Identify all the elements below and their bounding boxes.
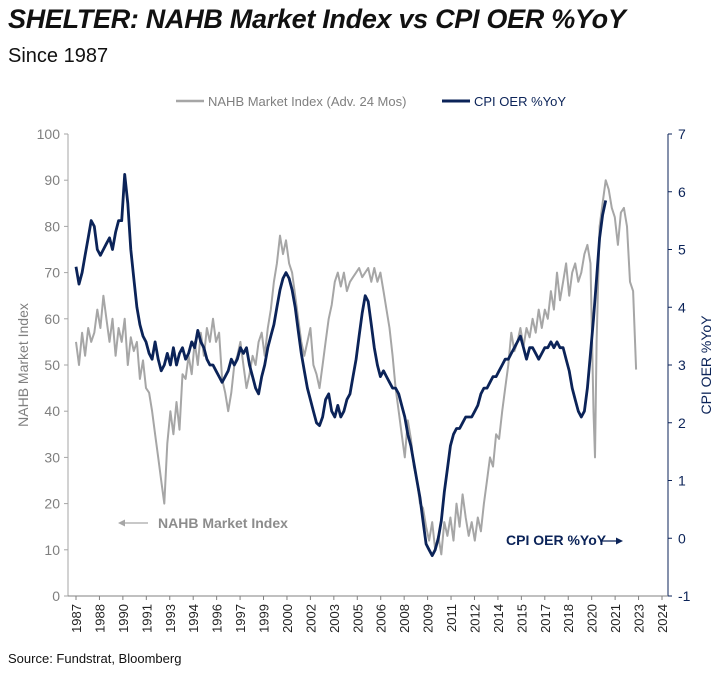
legend: NAHB Market Index (Adv. 24 Mos) CPI OER … [176, 94, 566, 109]
left-tick-label: 40 [44, 403, 60, 419]
y-left-axis-label: NAHB Market Index [15, 303, 31, 427]
x-tick-label: 1996 [210, 604, 225, 633]
right-tick-label: 2 [678, 415, 686, 431]
right-tick-label: 4 [678, 299, 686, 315]
left-tick-label: 90 [44, 172, 60, 188]
x-tick-label: 2018 [561, 604, 576, 633]
x-tick-label: 1987 [69, 604, 84, 633]
cpi-series-line [74, 173, 608, 557]
x-tick-label: 2002 [303, 604, 318, 633]
annotation-cpi: CPI OER %YoY [506, 532, 623, 548]
page-title: SHELTER: NAHB Market Index vs CPI OER %Y… [8, 4, 626, 34]
right-tick-label: 5 [678, 242, 686, 258]
x-tick-label: 2020 [585, 604, 600, 633]
right-tick-label: 1 [678, 473, 686, 489]
x-tick-label: 1990 [116, 604, 131, 633]
x-tick-label: 1997 [233, 604, 248, 633]
left-tick-label: 10 [44, 542, 60, 558]
x-tick-label: 2015 [514, 604, 529, 633]
x-tick-label: 2005 [350, 604, 365, 633]
x-tick-label: 2006 [374, 604, 389, 633]
left-tick-label: 70 [44, 265, 60, 281]
left-tick-label: 60 [44, 311, 60, 327]
left-tick-label: 50 [44, 357, 60, 373]
legend-label-nahb: NAHB Market Index (Adv. 24 Mos) [208, 94, 406, 109]
x-tick-label: 1988 [92, 604, 107, 633]
x-tick-label: 2017 [538, 604, 553, 633]
right-tick-label: 7 [678, 126, 686, 142]
left-tick-label: 0 [52, 588, 60, 604]
source-note: Source: Fundstrat, Bloomberg [8, 651, 182, 666]
left-tick-labels: 0 10 20 30 40 50 60 70 80 90 100 [37, 126, 68, 604]
x-tick-label: 2008 [397, 604, 412, 633]
right-tick-label: -1 [678, 588, 691, 604]
x-tick-label: 1999 [257, 604, 272, 633]
nahb-series-line [75, 179, 638, 556]
x-tick-label: 2009 [421, 604, 436, 633]
x-tick-label: 1994 [186, 604, 201, 633]
x-tick-label: 2012 [467, 604, 482, 633]
left-tick-label: 80 [44, 218, 60, 234]
x-tick-label: 1993 [163, 604, 178, 633]
x-tick-label: 2021 [608, 604, 623, 633]
x-tick-label: 2023 [632, 604, 647, 633]
x-tick-labels: 1987 1988 1990 1991 1993 1994 1996 1997 1999 2000… [69, 596, 670, 633]
x-tick-label: 2024 [655, 604, 670, 633]
right-tick-labels: -1 0 1 2 3 4 5 6 7 [668, 126, 691, 604]
page-subtitle: Since 1987 [8, 45, 109, 67]
annotation-nahb-arrowhead [118, 519, 125, 527]
y-right-axis-label: CPI OER %YoY [698, 315, 714, 415]
right-tick-label: 3 [678, 357, 686, 373]
right-tick-label: 6 [678, 184, 686, 200]
left-tick-label: 100 [37, 126, 61, 142]
annotation-cpi-text: CPI OER %YoY [506, 532, 607, 548]
x-tick-label: 2003 [327, 604, 342, 633]
left-tick-label: 20 [44, 496, 60, 512]
annotation-nahb-text: NAHB Market Index [158, 515, 288, 531]
left-tick-label: 30 [44, 449, 60, 465]
x-tick-label: 2000 [280, 604, 295, 633]
annotation-nahb: NAHB Market Index [118, 515, 288, 531]
x-tick-label: 2011 [444, 604, 459, 632]
annotation-cpi-arrowhead [616, 537, 623, 545]
right-tick-label: 0 [678, 530, 686, 546]
x-tick-label: 1991 [139, 604, 154, 633]
legend-label-cpi: CPI OER %YoY [474, 94, 566, 109]
x-tick-label: 2014 [491, 604, 506, 633]
